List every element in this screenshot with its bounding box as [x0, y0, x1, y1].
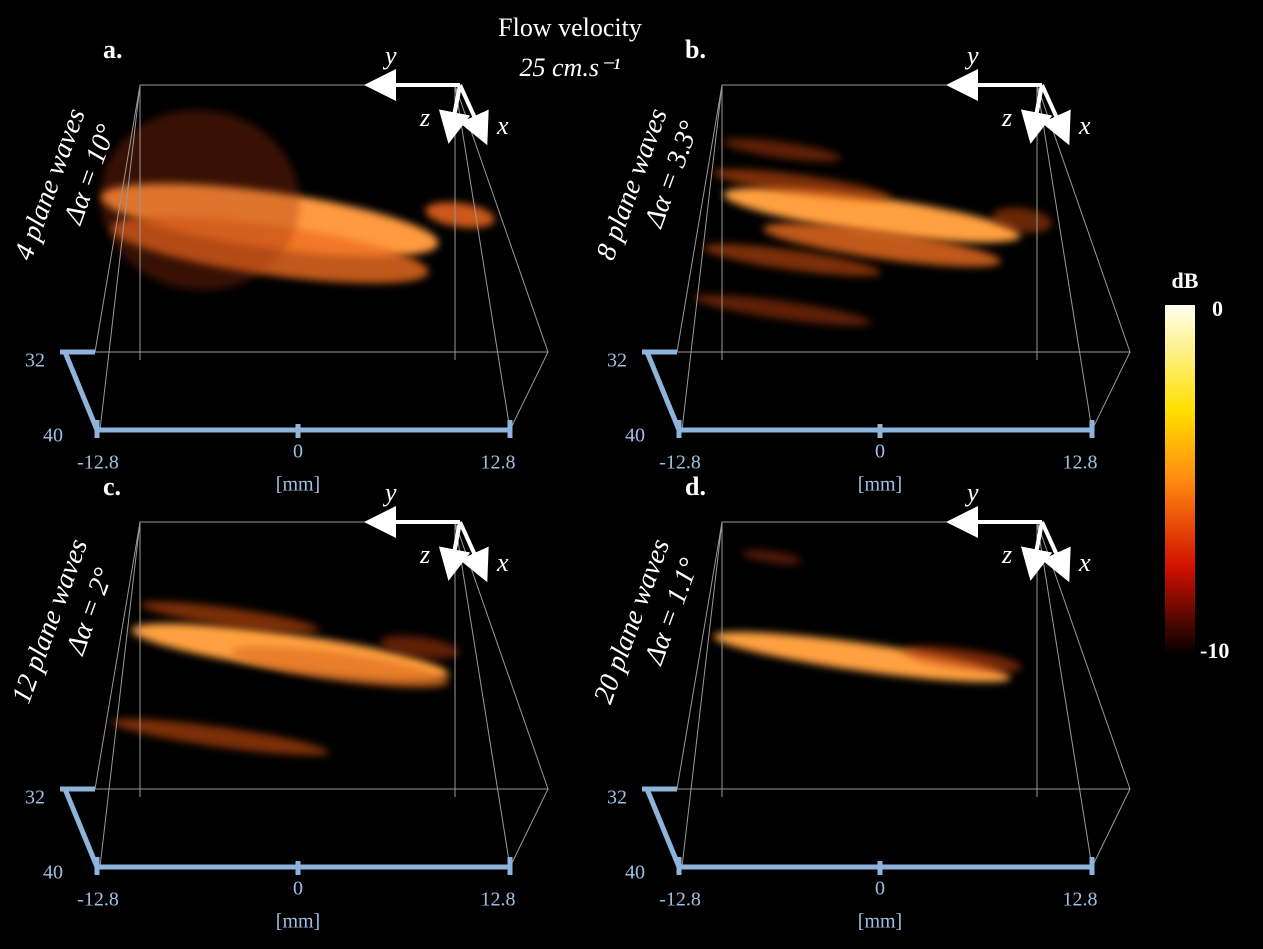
axis-arrow [1020, 84, 1053, 144]
volume-box [676, 84, 1131, 431]
panel-label: d. [685, 472, 706, 501]
flow-signal [692, 294, 872, 326]
depth-tick-label: 32 [607, 350, 627, 372]
lateral-tick-label: 12.8 [481, 889, 516, 911]
flow-signal [702, 244, 882, 276]
unit-label: [mm] [858, 474, 902, 496]
depth-tick-label: 40 [43, 425, 63, 447]
panel-label: c. [103, 472, 121, 501]
flow-signal [763, 223, 1001, 267]
lateral-tick-label: -12.8 [659, 452, 701, 474]
axis-line [60, 349, 513, 438]
unit-label: [mm] [276, 474, 320, 496]
flow-signal [380, 635, 460, 659]
axis-line [60, 786, 513, 875]
depth-tick-label: 40 [625, 862, 645, 884]
axis-symbol: x⃗ [496, 111, 529, 140]
axis-symbol: x⃗ [1078, 111, 1111, 140]
flow-signal [722, 138, 842, 162]
axis-symbol: y⃗ [382, 41, 417, 70]
flow-signal [100, 109, 300, 291]
lateral-tick-label: 12.8 [1063, 452, 1098, 474]
flow-signal [425, 202, 495, 228]
axis-line [642, 786, 1095, 875]
flow-signal [712, 169, 892, 201]
flow-signal [111, 718, 329, 756]
axis-symbol: x⃗ [1078, 548, 1111, 577]
lateral-tick-label: 0 [875, 441, 885, 463]
flow-signal [902, 646, 1022, 672]
depth-tick-label: 40 [625, 425, 645, 447]
unit-label: [mm] [276, 911, 320, 933]
unit-label: [mm] [858, 911, 902, 933]
depth-tick-label: 32 [25, 350, 45, 372]
depth-tick-label: 32 [25, 787, 45, 809]
volume-box [94, 521, 549, 868]
lateral-tick-label: 0 [293, 441, 303, 463]
colorbar [1165, 305, 1195, 655]
axis-symbol: y⃗ [964, 41, 999, 70]
panel-label: b. [685, 35, 706, 64]
depth-tick-label: 32 [607, 787, 627, 809]
flow-signal [140, 601, 320, 633]
flow-signal [713, 631, 1011, 683]
lateral-tick-label: 0 [875, 878, 885, 900]
panel-label: a. [103, 35, 123, 64]
title-line: 25 cm.s⁻¹ [520, 53, 621, 82]
flow-signal [742, 549, 802, 565]
lateral-tick-label: -12.8 [77, 889, 119, 911]
title-line: Flow velocity [498, 13, 642, 42]
colorbar-label: dB [1172, 268, 1199, 293]
volume-box [94, 84, 549, 431]
colorbar-tick: -10 [1200, 638, 1229, 663]
axis-symbol: z⃗ [1001, 540, 1032, 569]
colorbar-tick: 0 [1212, 296, 1223, 321]
axis-symbol: z⃗ [1001, 103, 1032, 132]
axis-line [642, 349, 1095, 438]
flow-signal [723, 187, 1021, 243]
axis-symbol: z⃗ [419, 103, 450, 132]
axis-arrow [438, 521, 471, 581]
axis-arrow [438, 84, 471, 144]
lateral-tick-label: 12.8 [1063, 889, 1098, 911]
flow-signal [231, 646, 449, 688]
axis-symbol: y⃗ [964, 478, 999, 507]
depth-tick-label: 40 [43, 862, 63, 884]
axis-symbol: x⃗ [496, 548, 529, 577]
lateral-tick-label: 12.8 [481, 452, 516, 474]
axis-symbol: z⃗ [419, 540, 450, 569]
lateral-tick-label: 0 [293, 878, 303, 900]
axis-arrow [1020, 521, 1053, 581]
lateral-tick-label: -12.8 [659, 889, 701, 911]
lateral-tick-label: -12.8 [77, 452, 119, 474]
volume-box [676, 521, 1131, 868]
axis-symbol: y⃗ [382, 478, 417, 507]
